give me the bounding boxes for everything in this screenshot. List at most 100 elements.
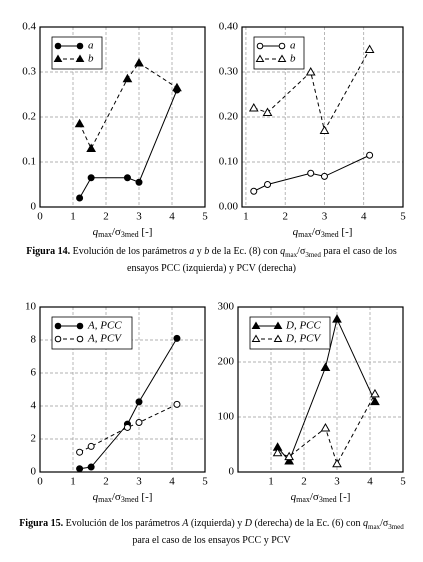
y-tick-label: 0.1 xyxy=(22,156,36,168)
y-tick-label: 0.4 xyxy=(22,21,36,33)
y-tick-label: 0.20 xyxy=(219,111,239,123)
marker xyxy=(366,151,374,159)
marker xyxy=(264,181,272,188)
caption-label: Figura 15. xyxy=(19,518,64,529)
marker xyxy=(123,174,131,182)
x-tick-label: 5 xyxy=(202,476,208,488)
x-axis-label-part: /σ xyxy=(310,491,319,503)
marker xyxy=(370,388,380,398)
caption-text: para el caso de los ensayos PCC (izquier… xyxy=(127,246,397,274)
x-tick-label: 5 xyxy=(400,211,406,223)
marker xyxy=(87,174,95,182)
legend-marker xyxy=(76,322,84,330)
y-tick-label: 2 xyxy=(31,433,37,445)
marker xyxy=(123,423,131,431)
marker xyxy=(173,334,181,342)
legend-marker xyxy=(53,54,63,62)
y-tick-label: 300 xyxy=(218,301,235,313)
x-tick-label: 4 xyxy=(367,476,373,488)
marker xyxy=(284,451,295,461)
marker xyxy=(135,419,143,426)
legend-marker xyxy=(251,334,261,342)
legend-marker xyxy=(76,335,84,343)
x-axis-label-part: [-] xyxy=(139,226,153,238)
marker xyxy=(76,194,84,202)
legend-marker xyxy=(278,42,286,50)
x-tick-label: 0 xyxy=(37,211,43,223)
caption-text: a xyxy=(189,246,195,257)
legend: ab xyxy=(253,36,305,70)
x-axis-label: qmax/σ3med [-] xyxy=(93,226,153,239)
caption-text: b xyxy=(204,246,210,257)
x-axis-label-part: q xyxy=(291,491,297,503)
legend-label: a xyxy=(290,40,296,52)
x-axis-label-part: 3med xyxy=(319,495,337,504)
x-axis-label-part: max xyxy=(296,495,310,504)
y-tick-label: 0.30 xyxy=(219,66,239,78)
caption-text: (izquierda) y xyxy=(188,518,245,529)
legend-marker xyxy=(256,42,264,50)
plot-frame xyxy=(237,306,404,473)
x-tick-label: 2 xyxy=(282,211,288,223)
legend-marker xyxy=(54,42,62,50)
x-axis-label-part: q xyxy=(93,491,99,503)
x-axis-label-part: 3med xyxy=(321,230,339,239)
legend-marker xyxy=(273,321,283,329)
caption-label: Figura 14. xyxy=(26,246,71,257)
x-tick-label: 2 xyxy=(301,476,307,488)
y-tick-label: 8 xyxy=(31,334,37,346)
marker xyxy=(284,455,295,465)
series-line xyxy=(79,338,178,470)
x-axis-label: qmax/σ3med [-] xyxy=(291,491,351,504)
marker xyxy=(320,422,331,432)
legend-label: a xyxy=(88,40,94,52)
x-tick-label: 5 xyxy=(400,476,406,488)
caption-text: D xyxy=(244,518,252,529)
x-axis-label-part: /σ xyxy=(112,491,121,503)
y-tick-label: 0.00 xyxy=(219,201,239,213)
x-axis-label-part: max xyxy=(98,495,112,504)
legend-box xyxy=(51,36,103,70)
y-tick-label: 0 xyxy=(31,466,37,478)
plot-frame xyxy=(39,26,206,208)
x-tick-label: 3 xyxy=(136,476,142,488)
plot-frame xyxy=(241,26,404,208)
legend-label: A, PCC xyxy=(87,320,122,332)
plot-frame xyxy=(39,306,206,473)
x-tick-label: 1 xyxy=(268,476,274,488)
marker xyxy=(320,362,331,371)
series-line xyxy=(79,403,178,453)
x-tick-label: 1 xyxy=(70,476,76,488)
x-axis-label-part: q xyxy=(93,226,99,238)
caption-text: para el caso de los ensayos PCC y PCV xyxy=(132,535,291,546)
x-tick-label: 0 xyxy=(37,476,43,488)
legend-marker xyxy=(251,321,261,329)
x-tick-label: 4 xyxy=(169,476,175,488)
y-tick-label: 0.3 xyxy=(22,66,36,78)
marker xyxy=(86,143,97,152)
y-tick-label: 10 xyxy=(25,301,37,313)
x-tick-label: 5 xyxy=(202,211,208,223)
caption-text: Evolución de los parámetros xyxy=(70,246,190,257)
marker xyxy=(370,396,380,406)
marker xyxy=(74,118,85,128)
marker xyxy=(172,82,182,92)
x-axis-label-part: [-] xyxy=(339,226,353,238)
legend-marker xyxy=(273,334,283,342)
caption-text: 3med xyxy=(305,251,321,259)
x-tick-label: 1 xyxy=(243,211,249,223)
x-axis-label-part: [-] xyxy=(337,491,351,503)
caption-text: de la Ec. (8) con xyxy=(209,246,281,257)
marker xyxy=(320,172,328,180)
legend: ab xyxy=(51,36,103,70)
marker xyxy=(262,107,273,116)
x-tick-label: 3 xyxy=(334,476,340,488)
y-tick-label: 0 xyxy=(229,466,235,478)
marker xyxy=(134,57,144,67)
x-axis-label-part: max xyxy=(98,230,112,239)
marker xyxy=(135,398,143,406)
